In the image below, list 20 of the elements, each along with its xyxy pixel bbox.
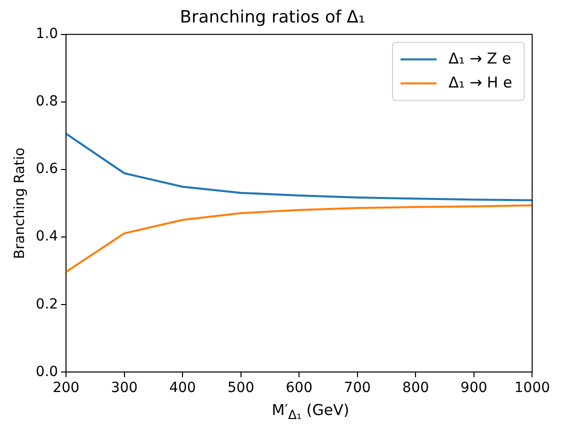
y-axis-title: Branching Ratio: [12, 148, 28, 260]
y-tick-label: 0.2: [36, 296, 58, 312]
y-tick-label: 0.0: [36, 364, 58, 380]
x-tick-label: 200: [52, 380, 80, 396]
x-tick-label: 600: [286, 380, 312, 396]
y-tick-label: 0.6: [36, 161, 58, 178]
x-tick-label: 300: [110, 380, 138, 396]
y-tick-label: 1.0: [36, 26, 58, 42]
x-tick-label: 700: [344, 380, 371, 396]
x-tick-label: 900: [460, 380, 488, 396]
x-tick-label: 800: [402, 380, 430, 396]
y-tick-label: 0.8: [36, 94, 58, 110]
legend-label: Δ₁ → H e: [448, 73, 512, 92]
x-axis-title: M′$_{Δ₁}$ (GeV): [270, 400, 350, 424]
chart-title: Branching ratios of Δ₁: [180, 8, 366, 28]
x-tick-label: 400: [169, 380, 196, 396]
legend-label: Δ₁ → Z e: [448, 49, 512, 68]
y-tick-label: 0.4: [36, 228, 58, 245]
x-tick-label: 500: [227, 380, 254, 396]
x-tick-label: 1000: [514, 380, 550, 396]
